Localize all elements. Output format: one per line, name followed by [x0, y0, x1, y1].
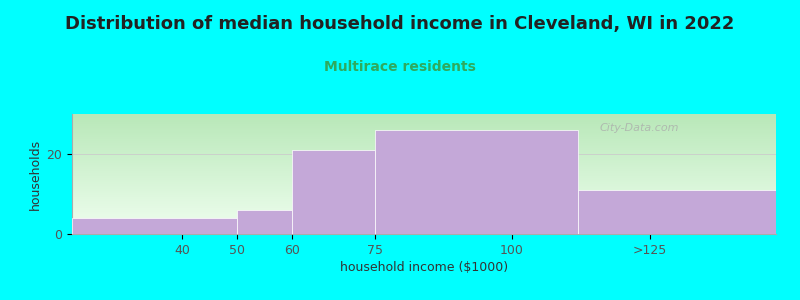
Bar: [374, 130, 578, 234]
Bar: [578, 190, 776, 234]
Bar: [237, 210, 292, 234]
Text: Distribution of median household income in Cleveland, WI in 2022: Distribution of median household income …: [66, 15, 734, 33]
Bar: [72, 218, 237, 234]
X-axis label: household income ($1000): household income ($1000): [340, 261, 508, 274]
Text: Multirace residents: Multirace residents: [324, 60, 476, 74]
Text: City-Data.com: City-Data.com: [600, 123, 679, 134]
Y-axis label: households: households: [30, 138, 42, 210]
Bar: [292, 150, 374, 234]
